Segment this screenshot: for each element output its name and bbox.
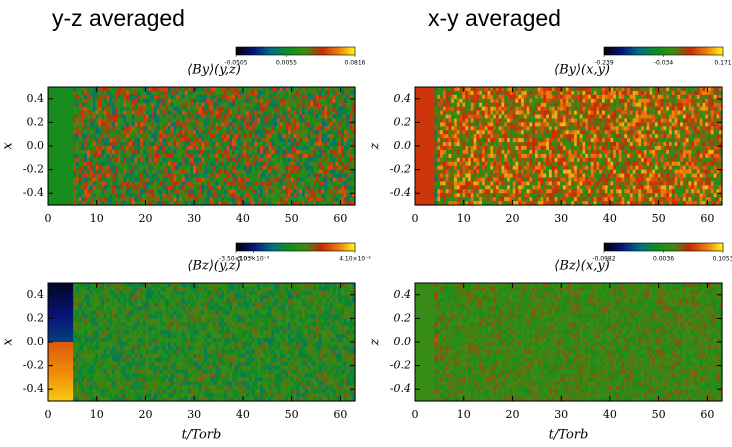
x-tick-label: 0 [45, 212, 52, 225]
y-tick-label: 0.0 [27, 139, 45, 152]
y-tick-label: -0.2 [23, 163, 44, 176]
heatmap [48, 87, 356, 206]
column-heading: x-y averaged [428, 5, 561, 31]
heatmap [415, 87, 723, 206]
x-tick-label: 10 [90, 212, 104, 225]
y-axis-label: x [1, 142, 16, 150]
colorbar-tick-label: -0.0505 [224, 60, 247, 67]
y-tick-label: 0.4 [27, 92, 45, 105]
colorbar-tick-label: 0.0816 [345, 60, 366, 67]
colorbar-tick-label: 0.0055 [276, 60, 297, 67]
x-tick-label: 60 [333, 212, 347, 225]
y-tick-label: -0.4 [23, 186, 44, 199]
y-tick-label: 0.2 [27, 115, 45, 128]
x-tick-label: 30 [187, 212, 201, 225]
column-heading: y-z averaged [52, 5, 185, 31]
x-tick-label: 20 [138, 212, 152, 225]
x-tick-label: 50 [285, 212, 299, 225]
x-tick-label: 40 [236, 212, 250, 225]
